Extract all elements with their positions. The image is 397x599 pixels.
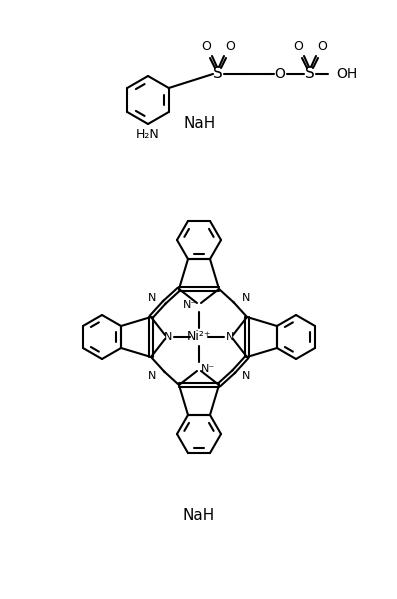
Text: NaH: NaH [184,116,216,131]
Text: O: O [317,40,327,53]
Text: N⁻: N⁻ [183,300,197,310]
Text: H₂N: H₂N [136,129,160,141]
Text: O: O [275,67,285,81]
Text: N: N [148,371,156,381]
Text: N: N [226,332,234,342]
Text: O: O [225,40,235,53]
Text: N⁻: N⁻ [201,364,215,374]
Text: N: N [148,293,156,303]
Text: N: N [242,371,251,381]
Text: S: S [213,66,223,81]
Text: O: O [201,40,211,53]
Text: N: N [164,332,172,342]
Text: S: S [305,66,315,81]
Text: N: N [242,293,251,303]
Text: O: O [293,40,303,53]
Text: NaH: NaH [183,509,215,524]
Text: OH: OH [336,67,357,81]
Text: Ni²⁺: Ni²⁺ [187,331,211,343]
